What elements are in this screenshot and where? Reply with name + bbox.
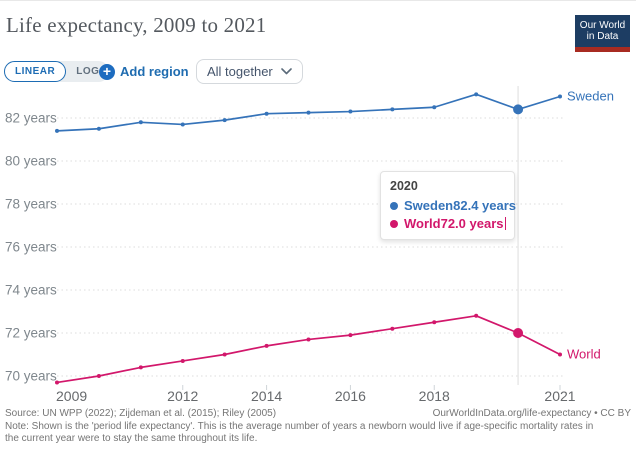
entity-dropdown-value: All together [207, 64, 273, 79]
tooltip-row-world: World 72.0 years [390, 216, 505, 231]
linear-scale-button[interactable]: LINEAR [4, 61, 67, 82]
add-region-label: Add region [120, 64, 189, 79]
world-point-2013[interactable] [222, 352, 227, 357]
sweden-point-2012[interactable] [180, 122, 185, 127]
tooltip-year: 2020 [390, 179, 418, 193]
world-point-2020[interactable] [513, 328, 524, 338]
footer-source-row: Source: UN WPP (2022); Zijdeman et al. (… [5, 408, 631, 419]
sweden-point-2013[interactable] [222, 118, 227, 123]
tooltip-world-name: World [404, 216, 441, 231]
plus-circle-icon: + [99, 63, 115, 80]
x-axis-label-2018: 2018 [419, 388, 450, 404]
sweden-point-2010[interactable] [96, 126, 101, 131]
line-chart-canvas[interactable]: 70 years 72 years 74 years 76 years 78 years… [0, 81, 636, 411]
entity-dropdown[interactable]: All together [196, 59, 303, 84]
y-axis-label-76: 76 years [5, 240, 57, 255]
hover-tooltip: 2020 Sweden 82.4 years World 72.0 years [380, 171, 516, 240]
y-axis-label-72: 72 years [5, 326, 57, 341]
world-point-2009[interactable] [55, 380, 59, 385]
sweden-point-2016[interactable] [348, 109, 353, 114]
attribution-link[interactable]: OurWorldInData.org/life-expectancy • CC … [432, 408, 631, 419]
page-title: Life expectancy, 2009 to 2021 [6, 13, 267, 37]
x-axis-label-2009: 2009 [56, 388, 87, 404]
owid-logo[interactable]: Our World in Data [575, 15, 630, 52]
world-point-2019[interactable] [474, 313, 479, 318]
sweden-dot-icon [390, 201, 398, 210]
source-text: Source: UN WPP (2022); Zijdeman et al. (… [5, 408, 277, 419]
chart-footer: Source: UN WPP (2022); Zijdeman et al. (… [5, 408, 631, 444]
sweden-point-2017[interactable] [390, 107, 395, 112]
world-point-2016[interactable] [348, 333, 353, 338]
world-point-2011[interactable] [138, 365, 143, 370]
text-cursor-artifact [504, 217, 505, 230]
x-axis-label-2016: 2016 [335, 388, 366, 404]
note-text: Note: Shown is the 'period life expectan… [5, 421, 594, 444]
world-point-2015[interactable] [306, 337, 311, 342]
tooltip-world-value: 72.0 years [440, 216, 504, 231]
y-axis-label-82: 82 years [5, 111, 57, 126]
scale-toggle: LINEAR LOG [4, 61, 110, 82]
sweden-point-2018[interactable] [432, 105, 437, 110]
chart-controls: LINEAR LOG + Add region All together [0, 59, 636, 85]
y-axis-label-74: 74 years [5, 283, 57, 298]
x-axis-label-2021: 2021 [544, 388, 575, 404]
sweden-point-2009[interactable] [55, 128, 59, 133]
world-end-label: World [567, 347, 601, 362]
world-point-2021[interactable] [558, 352, 562, 357]
sweden-point-2021[interactable] [558, 94, 562, 99]
y-axis-label-80: 80 years [5, 154, 57, 169]
owid-logo-line1: Our World [579, 20, 626, 31]
sweden-end-label: Sweden [567, 89, 614, 104]
sweden-point-2020[interactable] [513, 104, 524, 115]
log-scale-button[interactable]: LOG [66, 61, 109, 82]
x-axis-label-2012: 2012 [167, 388, 198, 404]
sweden-point-2014[interactable] [264, 111, 269, 116]
tooltip-sweden-value: 82.4 years [453, 198, 517, 213]
add-region-button[interactable]: + Add region [99, 61, 189, 82]
world-dot-icon [390, 219, 398, 228]
world-point-2017[interactable] [390, 326, 395, 331]
sweden-point-2019[interactable] [474, 92, 479, 97]
tooltip-sweden-name: Sweden [404, 198, 454, 213]
world-line[interactable] [56, 314, 561, 384]
y-axis-label-78: 78 years [5, 197, 57, 212]
world-point-2018[interactable] [432, 320, 437, 325]
chevron-down-icon [281, 68, 292, 75]
y-axis-label-70: 70 years [5, 369, 57, 384]
world-point-2014[interactable] [264, 343, 269, 348]
owid-logo-line2: in Data [586, 31, 619, 42]
sweden-point-2011[interactable] [138, 120, 143, 125]
world-point-2012[interactable] [180, 358, 185, 363]
x-axis-label-2014: 2014 [251, 388, 282, 404]
tooltip-row-sweden: Sweden 82.4 years [390, 198, 516, 213]
world-point-2010[interactable] [96, 374, 101, 378]
sweden-point-2015[interactable] [306, 110, 311, 115]
